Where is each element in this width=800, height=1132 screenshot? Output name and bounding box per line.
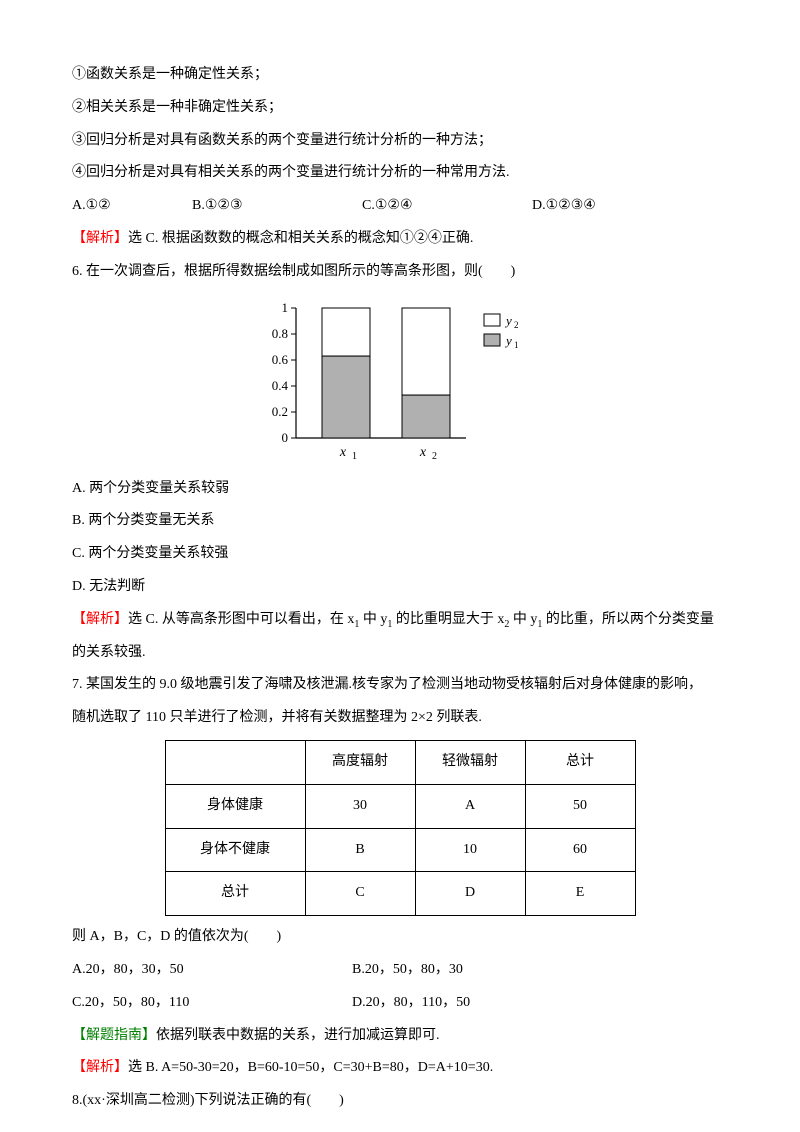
table-cell: 身体不健康 <box>165 828 305 872</box>
table-header <box>165 740 305 784</box>
table-cell: 50 <box>525 784 635 828</box>
table-header: 高度辐射 <box>305 740 415 784</box>
svg-text:1: 1 <box>282 300 289 315</box>
table-cell: 10 <box>415 828 525 872</box>
q5-answer: 【解析】选 C. 根据函数数的概念和相关关系的概念知①②④正确. <box>72 224 728 255</box>
svg-text:1: 1 <box>352 451 357 462</box>
table-cell: E <box>525 872 635 916</box>
q7-line2: 随机选取了 110 只羊进行了检测，并将有关数据整理为 2×2 列联表. <box>72 703 728 734</box>
table-cell: 60 <box>525 828 635 872</box>
table-cell: D <box>415 872 525 916</box>
q7-line1: 7. 某国发生的 9.0 级地震引发了海啸及核泄漏.核专家为了检测当地动物受核辐… <box>72 670 728 701</box>
table-row: 身体健康30A50 <box>165 784 635 828</box>
statement-4: ④回归分析是对具有相关关系的两个变量进行统计分析的一种常用方法. <box>72 158 728 189</box>
q7-option-b: B.20，50，80，30 <box>352 955 463 986</box>
table-header: 总计 <box>525 740 635 784</box>
q7-guide-text: 依据列联表中数据的关系，进行加减运算即可. <box>156 1028 440 1043</box>
q5-option-d: D.①②③④ <box>532 191 596 222</box>
svg-text:0.6: 0.6 <box>272 352 289 367</box>
q6-option-b: B. 两个分类变量无关系 <box>72 506 728 537</box>
q6-answer-t1: 选 C. 从等高条形图中可以看出，在 x <box>128 612 354 627</box>
q5-answer-tag: 【解析】 <box>72 231 128 246</box>
q6-option-c: C. 两个分类变量关系较强 <box>72 539 728 570</box>
bar-chart: 00.20.40.60.81x1x2y2y1 <box>72 296 728 466</box>
q5-option-a: A.①② <box>72 191 192 222</box>
q6-answer-t2: 中 y <box>359 612 387 627</box>
table-cell: 30 <box>305 784 415 828</box>
q7-answer-text: 选 B. A=50-30=20，B=60-10=50，C=30+B=80，D=A… <box>128 1060 493 1075</box>
svg-text:0.4: 0.4 <box>272 378 289 393</box>
q6-answer-line1: 【解析】选 C. 从等高条形图中可以看出，在 x1 中 y1 的比重明显大于 x… <box>72 605 728 636</box>
svg-text:1: 1 <box>514 340 519 350</box>
table-cell: 总计 <box>165 872 305 916</box>
q6-answer-line2: 的关系较强. <box>72 638 728 669</box>
svg-text:0: 0 <box>282 430 289 445</box>
q6-answer-t3: 的比重明显大于 x <box>392 612 504 627</box>
statement-2: ②相关关系是一种非确定性关系； <box>72 93 728 124</box>
q7-after: 则 A，B，C，D 的值依次为( ) <box>72 922 728 953</box>
contingency-table: 高度辐射轻微辐射总计身体健康30A50身体不健康B1060总计CDE <box>165 740 636 916</box>
q6-option-d: D. 无法判断 <box>72 572 728 603</box>
svg-text:2: 2 <box>514 320 519 330</box>
q8-stem: 8.(xx·深圳高二检测)下列说法正确的有( ) <box>72 1086 728 1117</box>
svg-text:x: x <box>339 445 347 460</box>
bar-chart-svg: 00.20.40.60.81x1x2y2y1 <box>250 296 550 466</box>
q6-option-a: A. 两个分类变量关系较弱 <box>72 474 728 505</box>
q6-answer-tag: 【解析】 <box>72 612 128 627</box>
q7-option-c: C.20，50，80，110 <box>72 988 352 1019</box>
svg-text:0.8: 0.8 <box>272 326 288 341</box>
svg-text:y: y <box>504 333 512 348</box>
q5-option-c: C.①②④ <box>362 191 532 222</box>
table-row: 总计CDE <box>165 872 635 916</box>
q7-option-a: A.20，80，30，50 <box>72 955 352 986</box>
q7-option-d: D.20，80，110，50 <box>352 988 470 1019</box>
svg-text:0.2: 0.2 <box>272 404 288 419</box>
svg-text:x: x <box>419 445 427 460</box>
table-row: 身体不健康B1060 <box>165 828 635 872</box>
q6-answer-t4: 中 y <box>509 612 537 627</box>
svg-text:y: y <box>504 313 512 328</box>
q6-stem: 6. 在一次调查后，根据所得数据绘制成如图所示的等高条形图，则( ) <box>72 257 728 288</box>
statement-3: ③回归分析是对具有函数关系的两个变量进行统计分析的一种方法； <box>72 126 728 157</box>
q5-options: A.①② B.①②③ C.①②④ D.①②③④ <box>72 191 728 222</box>
table-cell: B <box>305 828 415 872</box>
q5-option-b: B.①②③ <box>192 191 362 222</box>
q7-guide-tag: 【解题指南】 <box>72 1028 156 1043</box>
svg-text:2: 2 <box>432 451 437 462</box>
q7-answer: 【解析】选 B. A=50-30=20，B=60-10=50，C=30+B=80… <box>72 1053 728 1084</box>
q7-options-row2: C.20，50，80，110 D.20，80，110，50 <box>72 988 728 1019</box>
contingency-table-wrap: 高度辐射轻微辐射总计身体健康30A50身体不健康B1060总计CDE <box>72 740 728 916</box>
table-cell: A <box>415 784 525 828</box>
table-cell: 身体健康 <box>165 784 305 828</box>
q6-answer-t5: 的比重，所以两个分类变量 <box>542 612 714 627</box>
q7-options-row1: A.20，80，30，50 B.20，50，80，30 <box>72 955 728 986</box>
statement-1: ①函数关系是一种确定性关系； <box>72 60 728 91</box>
table-header: 轻微辐射 <box>415 740 525 784</box>
q7-guide: 【解题指南】依据列联表中数据的关系，进行加减运算即可. <box>72 1021 728 1052</box>
q5-answer-text: 选 C. 根据函数数的概念和相关关系的概念知①②④正确. <box>128 231 473 246</box>
q7-answer-tag: 【解析】 <box>72 1060 128 1075</box>
table-cell: C <box>305 872 415 916</box>
